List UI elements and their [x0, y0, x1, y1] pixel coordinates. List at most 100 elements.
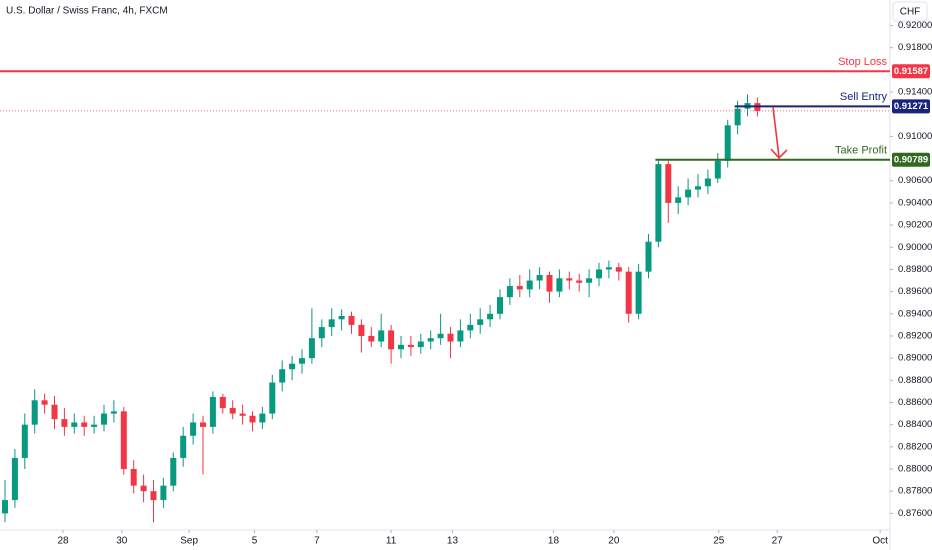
x-tick-label: 30 — [116, 536, 128, 547]
candle-body — [596, 269, 602, 279]
chart-title: U.S. Dollar / Swiss Franc, 4h, FXCM — [6, 6, 168, 17]
candle-body — [130, 469, 137, 486]
candle-body — [714, 160, 721, 179]
candle-body — [328, 319, 335, 328]
candle-body — [358, 324, 365, 336]
x-tick-label: 18 — [548, 536, 560, 547]
candle-body — [655, 164, 662, 242]
candle-body — [645, 241, 652, 272]
y-tick-label: 0.89600 — [898, 286, 932, 297]
x-tick-label: 28 — [57, 536, 69, 547]
candle-body — [21, 424, 28, 458]
level-tag — [892, 152, 930, 167]
candle-body — [566, 278, 573, 281]
candle-body — [219, 396, 226, 409]
candle-body — [31, 400, 38, 425]
candle-body — [249, 415, 256, 423]
y-tick-label: 0.87600 — [898, 508, 932, 519]
level-tag-label: 0.90789 — [894, 154, 928, 165]
candle-body — [665, 164, 672, 203]
candle-body — [299, 358, 305, 364]
candle-body — [685, 189, 692, 198]
x-tick-label: 7 — [314, 536, 320, 547]
candle-body — [170, 457, 177, 486]
candle-body — [289, 363, 296, 370]
candle-body — [61, 419, 68, 427]
candle-body — [576, 280, 583, 283]
candle-body — [526, 280, 533, 290]
candle-body — [269, 382, 276, 414]
candle-body — [229, 408, 236, 414]
candle-body — [190, 422, 197, 436]
candle-body — [477, 319, 484, 325]
x-tick-label: 25 — [713, 536, 725, 547]
candle-body — [605, 267, 612, 270]
currency-label[interactable]: CHF — [900, 7, 921, 18]
candle-body — [398, 344, 404, 350]
y-tick-label: 0.88200 — [898, 441, 932, 452]
y-tick-label: 0.91800 — [898, 42, 932, 53]
y-tick-label: 0.88000 — [898, 464, 932, 475]
candle-body — [556, 278, 563, 292]
currency-button[interactable] — [892, 1, 928, 22]
y-tick-label: 0.88800 — [898, 375, 932, 386]
candle-body — [51, 404, 58, 420]
y-tick-label: 0.89200 — [898, 330, 932, 341]
candle-body — [160, 485, 167, 501]
x-tick-label: Sep — [180, 536, 198, 547]
candle-body — [318, 327, 325, 339]
candle-body — [308, 338, 315, 359]
candle-body — [101, 413, 107, 425]
candle-body — [546, 274, 553, 292]
level-name: Stop Loss — [838, 56, 887, 68]
candle-body — [2, 500, 8, 514]
level-tag-label: 0.91271 — [894, 101, 929, 112]
candle-body — [635, 271, 642, 314]
candle-body — [388, 330, 395, 350]
price-axis — [890, 0, 932, 550]
candle-body — [140, 485, 147, 492]
y-tick-label: 0.92000 — [898, 20, 932, 31]
candle-body — [150, 491, 157, 501]
level-tag-label: 0.91587 — [894, 66, 928, 77]
candle-body — [536, 274, 543, 281]
candle-body — [120, 411, 127, 470]
y-tick-label: 0.89400 — [898, 308, 932, 319]
candle-body — [615, 267, 622, 272]
candle-body — [110, 411, 117, 414]
candle-body — [506, 286, 513, 298]
candle-body — [497, 297, 503, 314]
level-name: Take Profit — [835, 145, 887, 157]
candle-body — [71, 422, 78, 427]
level-tag — [892, 64, 930, 79]
candle-body — [338, 316, 345, 320]
candle-body — [457, 330, 464, 342]
candle-body — [259, 413, 266, 423]
y-tick-label: 0.91000 — [898, 131, 932, 142]
candle-body — [417, 341, 424, 348]
candle-body — [516, 286, 523, 290]
candle-body — [724, 125, 731, 161]
candle-body — [348, 316, 355, 325]
candle-body — [586, 278, 593, 283]
candle-body — [368, 335, 375, 342]
candle-body — [209, 396, 216, 427]
candle-body — [279, 369, 286, 383]
candle-body — [675, 197, 682, 203]
y-tick-label: 0.89800 — [898, 264, 932, 275]
x-tick-label: 13 — [447, 536, 459, 547]
candle-body — [467, 324, 474, 331]
y-tick-label: 0.90200 — [898, 220, 932, 231]
y-tick-label: 0.89000 — [898, 353, 932, 364]
y-tick-label: 0.90600 — [898, 175, 932, 186]
candle-body — [704, 178, 711, 187]
candle-body — [625, 271, 632, 314]
candle-body — [81, 422, 88, 427]
y-tick-label: 0.88600 — [898, 397, 932, 408]
candle-body — [11, 457, 18, 501]
candle-body — [200, 422, 206, 427]
y-tick-label: 0.91400 — [898, 87, 932, 98]
x-tick-label: 11 — [386, 536, 397, 547]
candle-body — [487, 313, 494, 320]
